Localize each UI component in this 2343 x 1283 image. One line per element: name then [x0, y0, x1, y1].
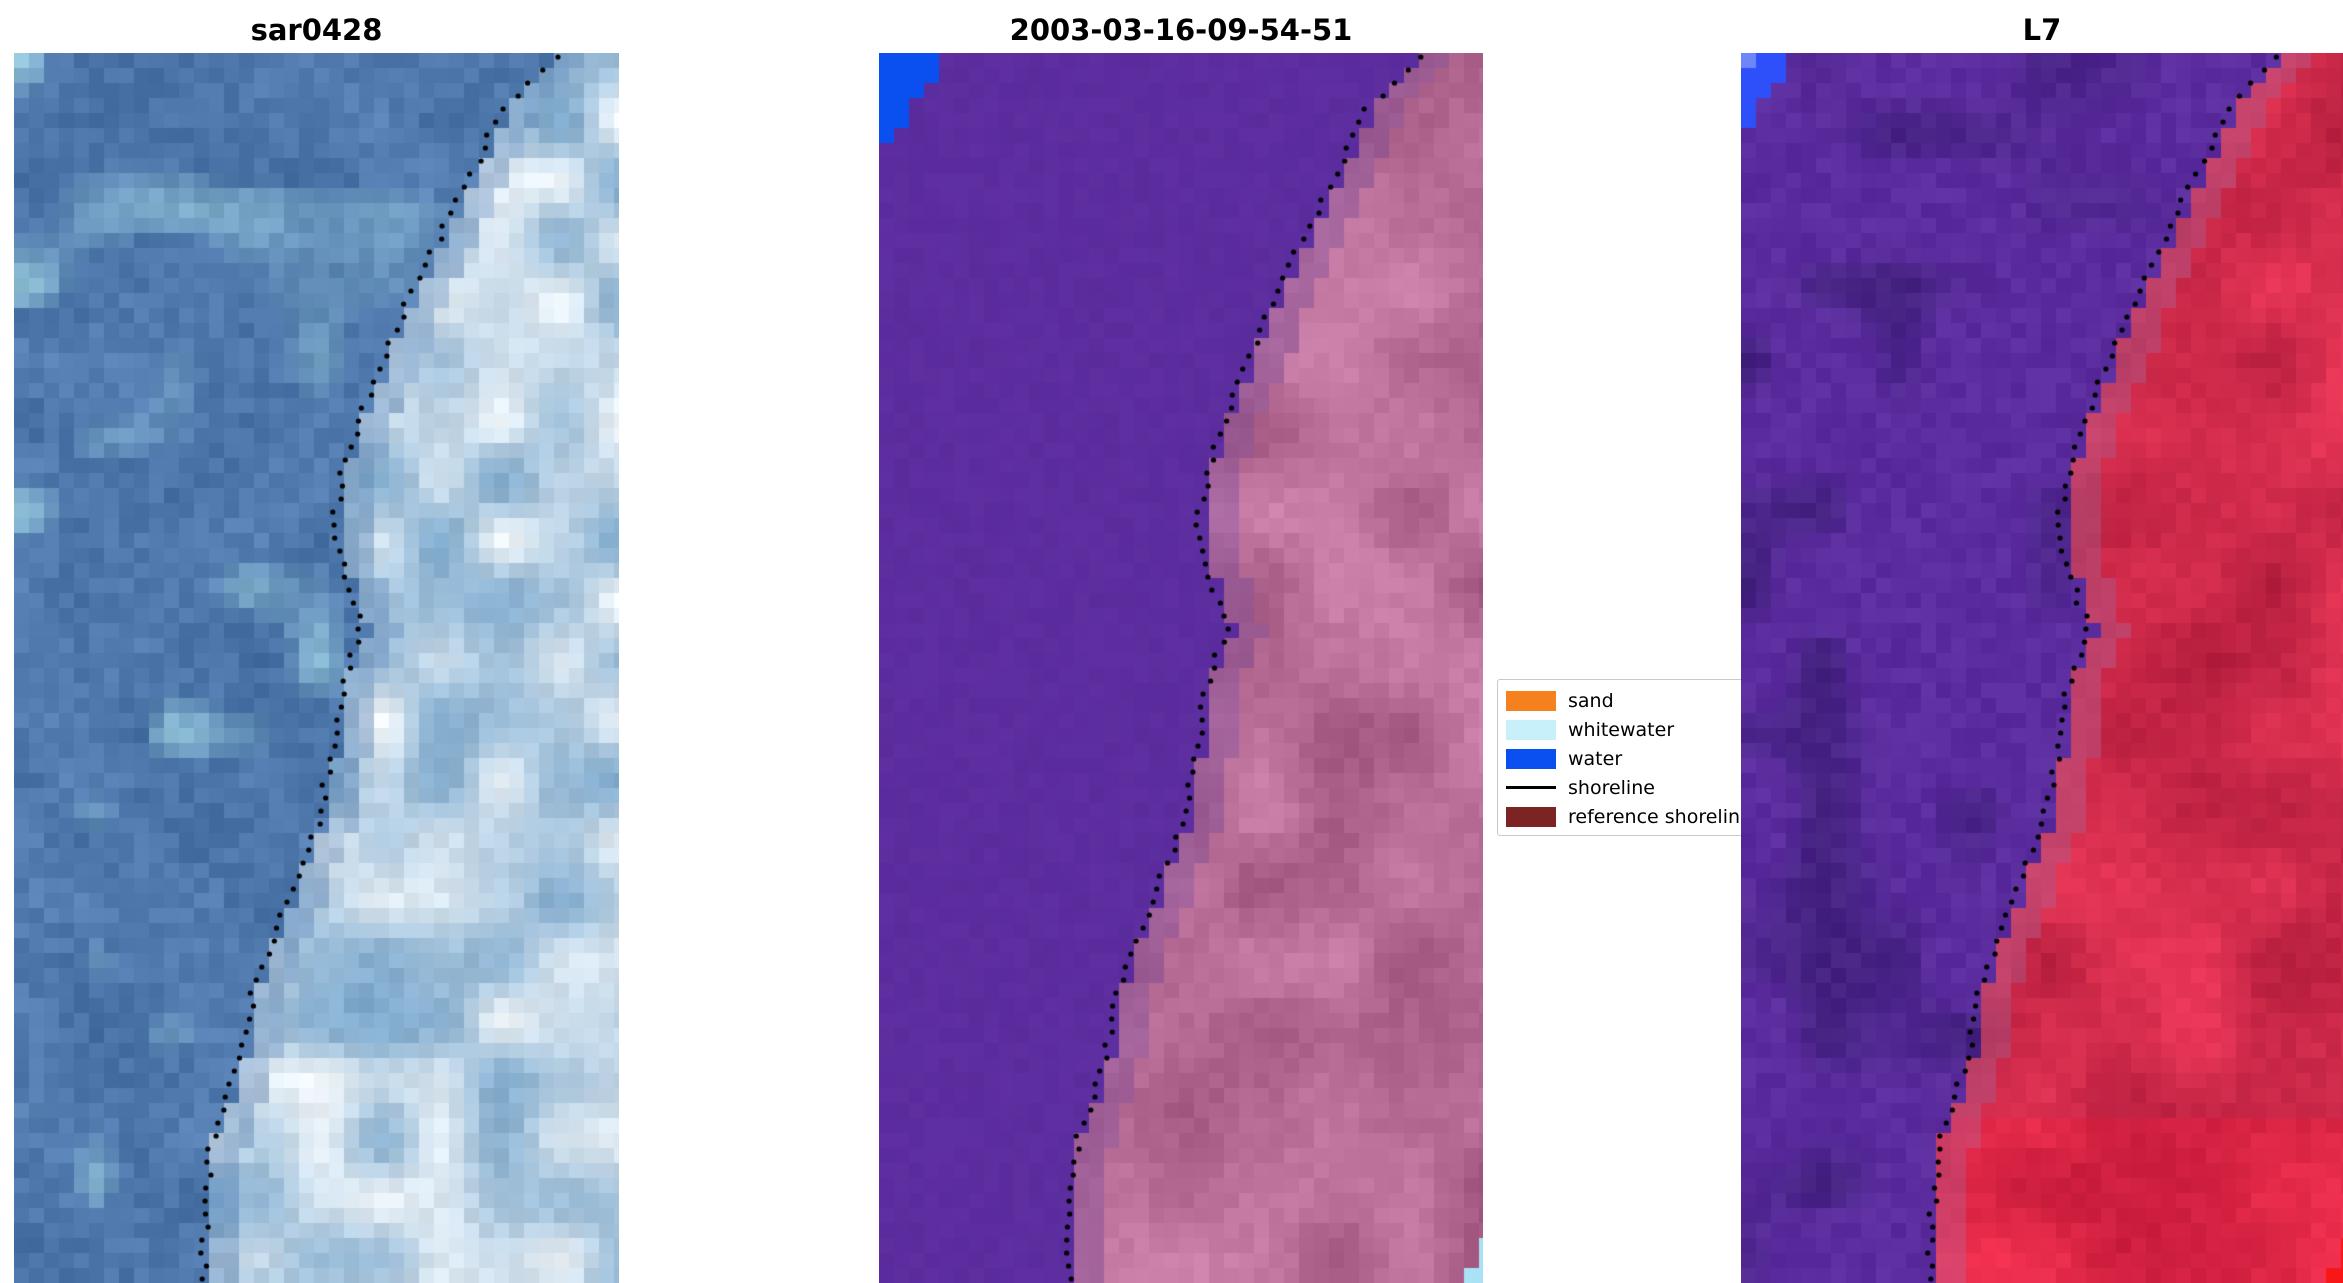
panel-l7 — [1741, 53, 2343, 1283]
panel-sar0428 — [14, 53, 619, 1283]
legend-swatch — [1506, 719, 1556, 740]
panel-title-2003-03-16-09-54-51: 2003-03-16-09-54-51 — [1009, 13, 1353, 47]
panel-title-sar0428: sar0428 — [250, 13, 383, 47]
legend-row: water — [1506, 744, 1746, 773]
legend-row: reference shoreline — [1506, 802, 1752, 831]
legend-label: sand — [1568, 689, 1614, 712]
legend-label: shoreline — [1568, 776, 1655, 799]
legend-row: sand — [1506, 686, 1746, 715]
legend-label: reference shoreline — [1568, 805, 1752, 828]
legend-row: whitewater — [1506, 715, 1746, 744]
legend-swatch — [1506, 690, 1556, 711]
legend-swatch — [1506, 786, 1556, 789]
legend-swatch — [1506, 806, 1556, 827]
legend: sand whitewater water shoreline referenc… — [1497, 679, 1752, 836]
legend-row: shoreline — [1506, 773, 1746, 802]
classified-image-canvas — [879, 53, 1483, 1283]
legend-swatch — [1506, 748, 1556, 769]
panel-2003-03-16-09-54-51 — [879, 53, 1483, 1283]
l7-image-canvas — [1741, 53, 2343, 1283]
legend-label: whitewater — [1568, 718, 1675, 741]
panel-title-l7: L7 — [2022, 13, 2062, 47]
sar0428-image-canvas — [14, 53, 619, 1283]
legend-label: water — [1568, 747, 1623, 770]
